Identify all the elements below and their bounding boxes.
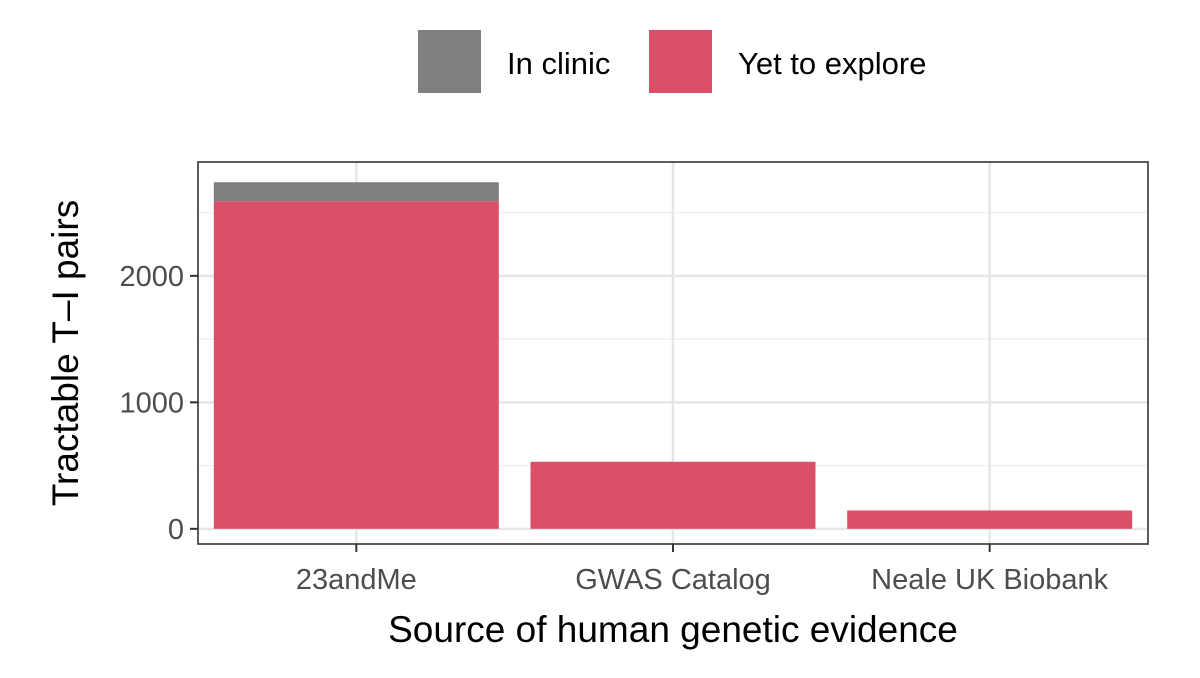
bar-yet-to-explore xyxy=(530,461,816,529)
x-tick-label: Neale UK Biobank xyxy=(871,564,1108,596)
x-axis-title: Source of human genetic evidence xyxy=(388,609,958,650)
y-axis: 0 1000 2000 xyxy=(119,261,198,546)
bar-yet-to-explore xyxy=(213,201,499,529)
y-tick-label: 2000 xyxy=(119,261,184,293)
bars xyxy=(213,182,1133,529)
y-tick-label: 0 xyxy=(168,514,184,546)
y-tick-label: 1000 xyxy=(119,387,184,419)
y-axis-title: Tractable T–I pairs xyxy=(45,200,86,506)
x-tick-label: GWAS Catalog xyxy=(575,564,771,596)
x-tick-label: 23andMe xyxy=(296,564,417,596)
bar-in-clinic xyxy=(213,182,499,202)
legend-swatch-in-clinic xyxy=(418,30,481,93)
legend-label-yet-to-explore: Yet to explore xyxy=(738,46,926,81)
bar-yet-to-explore xyxy=(847,510,1133,529)
legend: In clinic Yet to explore xyxy=(418,30,926,93)
legend-label-in-clinic: In clinic xyxy=(507,46,610,81)
plot-panel xyxy=(197,161,1149,545)
x-axis: 23andMe GWAS Catalog Neale UK Biobank xyxy=(296,544,1109,596)
legend-swatch-yet-to-explore xyxy=(649,30,712,93)
